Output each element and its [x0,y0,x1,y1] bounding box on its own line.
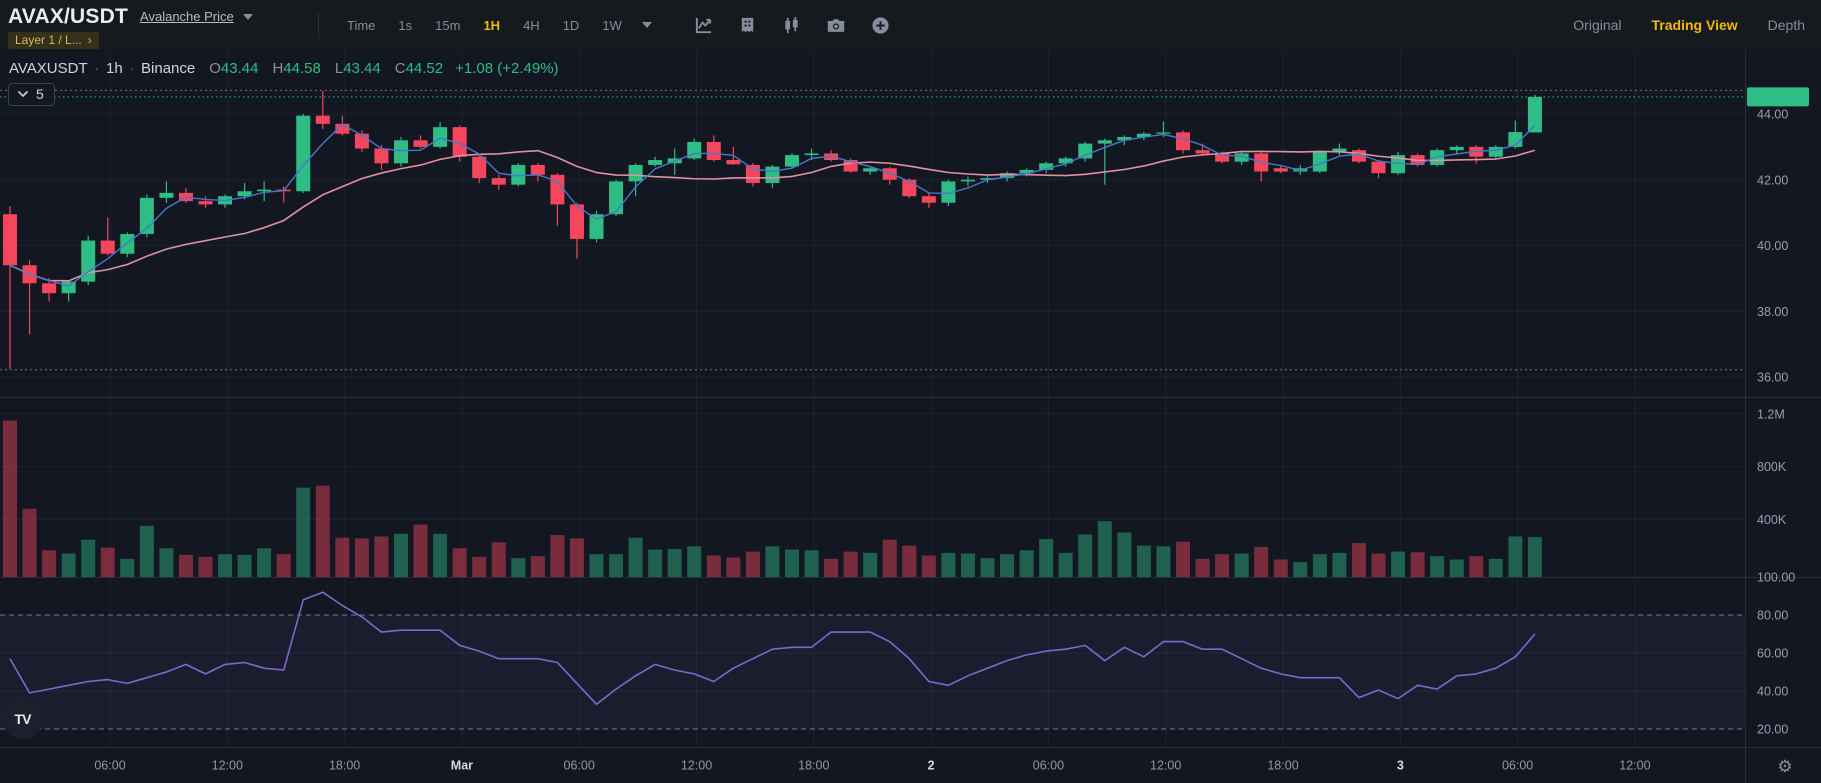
gridlines [0,50,1745,748]
svg-text:12:00: 12:00 [1619,759,1650,773]
svg-text:3: 3 [1397,759,1404,773]
symbol-title: AVAX/USDT [8,4,129,28]
symbol-dropdown-caret-icon[interactable] [242,13,253,20]
legend-exchange: Binance [141,60,196,77]
svg-text:Mar: Mar [451,759,473,773]
svg-text:80.00: 80.00 [1757,609,1788,623]
svg-text:06:00: 06:00 [1033,759,1064,773]
chevron-down-icon [17,90,29,98]
interval-selector: Time 1s 15m 1H 4H 1D 1W [347,18,622,33]
svg-text:40.00: 40.00 [1757,239,1788,253]
svg-text:18:00: 18:00 [329,759,360,773]
current-price-badge [1747,87,1809,107]
svg-text:12:00: 12:00 [681,759,712,773]
view-mode-switcher: Original Trading View Depth [1573,17,1805,33]
chart-toolbar: AVAX/USDT Avalanche Price Layer 1 / L...… [0,0,1821,50]
candlesticks [3,90,1542,369]
interval-1d[interactable]: 1D [562,17,580,33]
chart-region: 44.00 42.00 40.00 38.00 36.00 1.2M 800K 400K 100… [0,50,1821,783]
svg-text:44.00: 44.00 [1757,108,1788,122]
timezone-settings-gear-icon[interactable]: ⚙ [1777,757,1793,776]
svg-text:36.00: 36.00 [1757,371,1788,385]
svg-text:12:00: 12:00 [1150,759,1181,773]
legend-close: C44.52 [394,60,444,77]
legend-open: O43.44 [209,60,259,77]
legend-interval: 1h [105,60,123,77]
axis-labels: 44.00 42.00 40.00 38.00 36.00 1.2M 800K 400K 100… [94,90,1795,772]
camera-icon[interactable] [826,16,846,35]
svg-text:38.00: 38.00 [1757,305,1788,319]
interval-1h[interactable]: 1H [483,17,501,33]
svg-text:100.00: 100.00 [1757,571,1795,585]
volume-bars [3,420,1542,577]
data-panel-icon[interactable] [738,16,757,35]
svg-text:42.00: 42.00 [1757,173,1788,187]
legend-symbol[interactable]: AVAXUSDT [9,60,88,77]
interval-4h[interactable]: 4H [523,17,540,33]
svg-text:20.00: 20.00 [1757,723,1788,737]
interval-15m[interactable]: 15m [435,17,461,33]
line-chart-icon[interactable] [694,16,713,35]
category-tag-label: Layer 1 / L... [15,32,82,47]
svg-text:400K: 400K [1757,513,1787,527]
svg-text:1.2M: 1.2M [1757,407,1785,421]
ma-fast-line [9,123,1536,287]
interval-1w[interactable]: 1W [602,17,622,33]
legend-high: H44.58 [272,60,321,77]
chevron-right-icon: › [87,32,92,47]
category-tag[interactable]: Layer 1 / L... › [8,31,99,49]
svg-text:06:00: 06:00 [94,759,125,773]
svg-text:18:00: 18:00 [1267,759,1298,773]
svg-text:2: 2 [928,759,935,773]
indicators-collapse-pill[interactable]: 5 [8,83,55,106]
svg-text:40.00: 40.00 [1757,685,1788,699]
legend-change: +1.08 (+2.49%) [455,60,559,77]
symbol-block: AVAX/USDT Avalanche Price Layer 1 / L...… [0,2,318,49]
legend-low: L43.44 [334,60,381,77]
view-mode-original[interactable]: Original [1573,17,1622,33]
svg-text:06:00: 06:00 [1502,759,1533,773]
indicators-count: 5 [36,86,44,102]
svg-text:800K: 800K [1757,460,1787,474]
view-mode-depth[interactable]: Depth [1767,17,1805,33]
interval-more-caret-icon[interactable] [641,22,652,28]
symbol-price-link[interactable]: Avalanche Price [140,9,234,24]
price-chart-canvas[interactable]: 44.00 42.00 40.00 38.00 36.00 1.2M 800K 400K 100… [0,50,1821,783]
candlestick-icon[interactable] [782,16,801,35]
ma-slow-line [9,149,1536,282]
interval-time[interactable]: Time [347,17,376,33]
view-mode-trading-view[interactable]: Trading View [1651,17,1738,33]
toolbar-icons [694,16,890,35]
stoch-rsi-line [9,591,1536,706]
plus-circle-icon[interactable] [871,16,890,35]
svg-text:06:00: 06:00 [564,759,595,773]
toolbar-divider [318,12,319,38]
svg-text:12:00: 12:00 [212,759,243,773]
interval-1s[interactable]: 1s [398,17,413,33]
tradingview-logo[interactable]: TV [2,698,43,739]
chart-legend: AVAXUSDT · 1h · Binance O43.44 H44.58 L4… [9,60,559,77]
svg-text:60.00: 60.00 [1757,647,1788,661]
svg-text:18:00: 18:00 [798,759,829,773]
